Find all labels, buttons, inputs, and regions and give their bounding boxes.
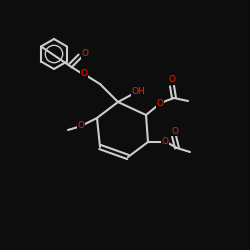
Text: O: O: [78, 122, 84, 130]
Text: O: O: [172, 126, 178, 136]
Text: O: O: [82, 50, 88, 58]
Text: O: O: [156, 98, 164, 108]
Text: O: O: [168, 76, 175, 84]
Text: OH: OH: [131, 88, 145, 96]
Text: O: O: [80, 70, 87, 78]
Text: O: O: [162, 138, 168, 146]
